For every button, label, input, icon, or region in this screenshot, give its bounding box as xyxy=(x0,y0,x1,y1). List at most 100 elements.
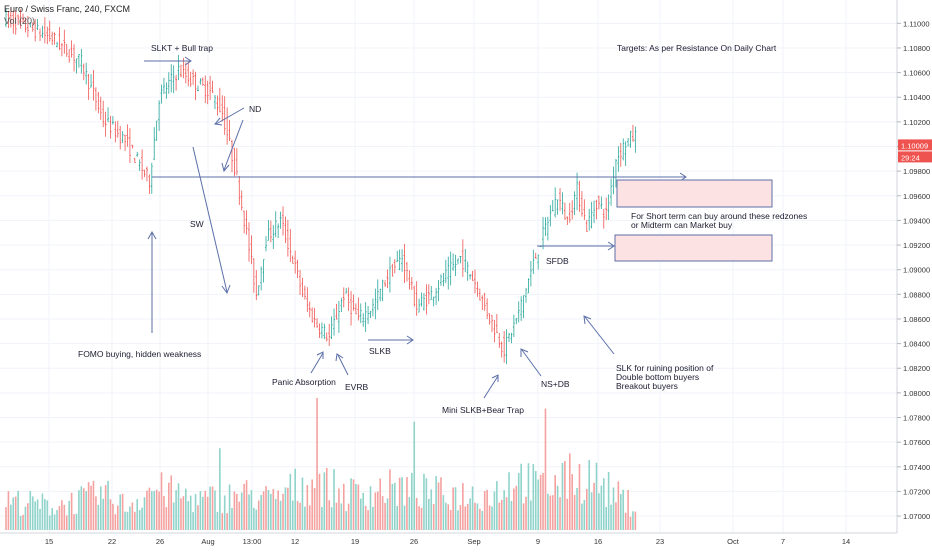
drawings[interactable]: SLKT + Bull trap ND SW FOMO buying, hidd… xyxy=(78,43,807,415)
volume-bar xyxy=(598,493,600,530)
time-axis xyxy=(0,533,932,550)
candle xyxy=(77,54,80,68)
candle xyxy=(384,280,387,287)
last-price-value: 1.10009 xyxy=(901,141,928,150)
candle xyxy=(192,69,195,85)
volume-bar xyxy=(121,493,124,530)
candle xyxy=(282,206,285,236)
annotation-sw: SW xyxy=(190,219,204,229)
candle xyxy=(73,44,76,72)
candle xyxy=(252,258,255,293)
volume-bar xyxy=(323,472,326,530)
candle xyxy=(284,216,287,243)
volume-bar xyxy=(559,497,561,530)
nd-arrow[interactable] xyxy=(215,107,245,125)
candle xyxy=(75,58,78,74)
x-tick-label: 15 xyxy=(45,537,53,546)
candle xyxy=(350,291,353,326)
candle xyxy=(160,84,163,104)
candle xyxy=(478,288,481,301)
candle xyxy=(313,307,316,328)
candle xyxy=(150,162,153,194)
nd-trend-line[interactable] xyxy=(223,119,244,171)
volume-bar xyxy=(593,482,595,530)
red-zone-lower[interactable] xyxy=(614,234,773,262)
candle xyxy=(435,287,438,305)
volume-bar xyxy=(525,496,527,530)
candle xyxy=(420,292,423,307)
volume-bar xyxy=(573,494,576,530)
volume-bar xyxy=(90,485,92,530)
volume-bar xyxy=(321,506,323,530)
volume-bar xyxy=(590,492,593,530)
volume-bar xyxy=(119,494,122,530)
volume-bar xyxy=(29,490,32,530)
volume-bar xyxy=(522,503,525,530)
candle xyxy=(529,260,532,287)
candle xyxy=(29,22,32,28)
candle xyxy=(109,115,112,139)
volume-indicator-label[interactable]: Vol (20) xyxy=(4,16,36,26)
candle xyxy=(559,188,562,211)
volume-bar xyxy=(367,510,369,530)
candle xyxy=(226,107,229,145)
volume-bar xyxy=(500,499,503,530)
panic-arrow[interactable] xyxy=(310,352,324,374)
volume-bar xyxy=(622,489,625,530)
candle xyxy=(425,284,428,315)
candle xyxy=(481,295,484,311)
candle xyxy=(554,187,557,218)
y-tick-label: 1.07800 xyxy=(903,414,930,423)
volume-bar xyxy=(469,498,471,530)
volume-bar xyxy=(153,490,156,530)
candle xyxy=(34,18,37,42)
candles xyxy=(5,7,637,365)
candle xyxy=(593,200,596,224)
slk-arrow[interactable] xyxy=(584,316,615,355)
red-zone-upper[interactable] xyxy=(616,179,773,208)
candle xyxy=(299,269,302,296)
volume-bar xyxy=(272,489,275,530)
candle xyxy=(136,151,139,157)
volume-bar xyxy=(233,491,236,530)
volume-bar xyxy=(396,505,399,530)
mini-slkb-arrow[interactable] xyxy=(483,375,499,399)
slk-arrowhead xyxy=(583,315,592,325)
volume-bar xyxy=(602,478,605,530)
nsdb-arrow[interactable] xyxy=(521,349,542,377)
candle xyxy=(148,174,151,195)
annotation-slk-2: Double bottom buyers xyxy=(616,372,699,382)
y-tick-label: 1.09800 xyxy=(903,167,930,176)
volume-bar xyxy=(221,513,224,530)
volume-bar xyxy=(291,500,294,530)
volume-bar xyxy=(17,490,19,530)
volume-bar xyxy=(204,490,207,530)
volume-bar xyxy=(199,491,202,530)
sw-trend-line[interactable] xyxy=(192,146,228,293)
annotation-nd: ND xyxy=(249,104,261,114)
volume-bar xyxy=(70,492,73,530)
candle xyxy=(201,77,204,86)
volume-bar xyxy=(503,490,505,530)
volume-bar xyxy=(345,511,347,530)
candle xyxy=(342,287,345,308)
candle xyxy=(233,147,236,177)
volume-bar xyxy=(430,489,433,530)
candle xyxy=(532,249,535,275)
grid xyxy=(0,0,897,533)
volume-bar xyxy=(44,499,46,530)
volume-bar xyxy=(581,503,583,530)
volume-bar xyxy=(481,510,484,530)
candle xyxy=(26,15,29,38)
price-axis xyxy=(897,0,932,550)
candle xyxy=(503,331,506,363)
candle xyxy=(345,287,348,294)
candle xyxy=(525,287,528,303)
evrb-arrow[interactable] xyxy=(337,354,349,376)
candle xyxy=(22,13,25,24)
volume-bar xyxy=(216,511,219,530)
candle xyxy=(393,259,396,274)
candle xyxy=(354,303,357,315)
